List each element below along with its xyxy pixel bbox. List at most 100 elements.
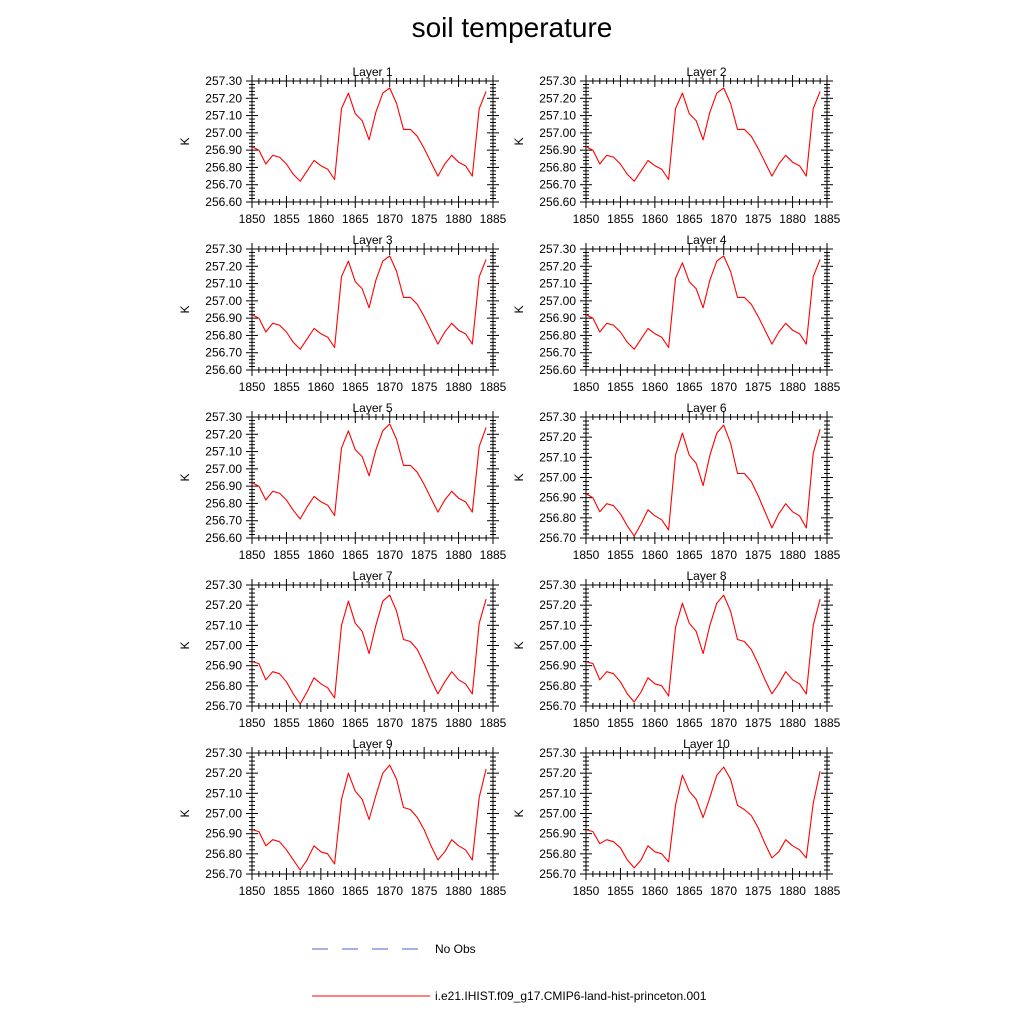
y-axis-label: K — [512, 809, 526, 817]
y-tick-label: 256.90 — [539, 491, 576, 505]
y-tick-label: 256.90 — [205, 659, 242, 673]
y-tick-label: 256.80 — [205, 847, 242, 861]
legend-label-model-run: i.e21.IHIST.f09_g17.CMIP6-land-hist-prin… — [435, 989, 707, 1003]
x-tick-label: 1880 — [779, 548, 806, 562]
x-tick-label: 1875 — [411, 716, 438, 730]
y-tick-label: 256.90 — [539, 143, 576, 157]
series-line — [251, 255, 487, 350]
y-tick-label: 256.70 — [539, 178, 576, 192]
x-tick-label: 1880 — [445, 212, 472, 226]
x-tick-label: 1855 — [607, 716, 634, 730]
y-tick-label: 256.80 — [539, 679, 576, 693]
series-line — [585, 255, 821, 350]
x-tick-label: 1885 — [814, 380, 841, 394]
x-tick-label: 1860 — [642, 548, 669, 562]
y-tick-label: 256.90 — [539, 311, 576, 325]
y-tick-label: 256.80 — [539, 160, 576, 174]
x-tick-label: 1850 — [573, 884, 600, 898]
y-tick-label: 257.00 — [539, 471, 576, 485]
x-tick-label: 1850 — [239, 884, 266, 898]
plot-frame — [585, 752, 828, 875]
y-tick-label: 257.00 — [205, 126, 242, 140]
y-tick-label: 257.10 — [539, 618, 576, 632]
plot-frame — [585, 416, 828, 539]
x-tick-label: 1875 — [411, 380, 438, 394]
panel-title: Layer 4 — [686, 233, 726, 247]
y-axis-label: K — [178, 809, 192, 817]
x-tick-label: 1860 — [308, 548, 335, 562]
x-tick-label: 1850 — [239, 380, 266, 394]
x-tick-label: 1885 — [814, 212, 841, 226]
panel-title: Layer 1 — [352, 65, 392, 79]
y-tick-label: 257.10 — [205, 109, 242, 123]
plot-frame — [251, 584, 494, 707]
y-tick-label: 257.20 — [205, 427, 242, 441]
y-tick-label: 257.20 — [539, 430, 576, 444]
y-tick-label: 256.70 — [205, 514, 242, 528]
panel-layer-1: Layer 1 K 256.60 256.70 256.80 256.90 257.00 25… — [178, 65, 507, 226]
x-tick-label: 1850 — [239, 212, 266, 226]
y-tick-label: 257.20 — [205, 598, 242, 612]
x-tick-label: 1855 — [273, 716, 300, 730]
y-tick-label: 257.30 — [205, 746, 242, 760]
x-tick-label: 1885 — [814, 884, 841, 898]
plot-frame — [585, 248, 828, 371]
x-tick-label: 1880 — [779, 884, 806, 898]
y-axis-label: K — [178, 137, 192, 145]
y-tick-label: 257.30 — [539, 578, 576, 592]
plot-frame — [251, 248, 494, 371]
x-tick-label: 1870 — [376, 548, 403, 562]
x-tick-label: 1865 — [342, 884, 369, 898]
x-tick-label: 1860 — [642, 380, 669, 394]
x-tick-label: 1850 — [573, 548, 600, 562]
x-tick-label: 1855 — [607, 212, 634, 226]
x-tick-label: 1850 — [573, 380, 600, 394]
panel-layer-6: Layer 6 K 256.70 256.80 256.90 257.00 257.10 25… — [512, 401, 841, 562]
y-tick-label: 257.10 — [205, 277, 242, 291]
panel-layer-4: Layer 4 K 256.60 256.70 256.80 256.90 257.00 25… — [512, 233, 841, 394]
y-axis-label: K — [512, 473, 526, 481]
x-tick-label: 1855 — [273, 884, 300, 898]
x-tick-label: 1855 — [273, 380, 300, 394]
x-tick-label: 1870 — [710, 884, 737, 898]
x-tick-label: 1860 — [308, 380, 335, 394]
y-axis-label: K — [512, 305, 526, 313]
x-tick-label: 1880 — [779, 212, 806, 226]
x-tick-label: 1870 — [710, 212, 737, 226]
y-tick-label: 256.80 — [205, 679, 242, 693]
x-tick-label: 1875 — [745, 212, 772, 226]
plot-frame — [585, 80, 828, 203]
y-tick-label: 256.80 — [205, 160, 242, 174]
y-tick-label: 256.60 — [205, 363, 242, 377]
x-tick-label: 1870 — [376, 380, 403, 394]
y-axis-label: K — [178, 641, 192, 649]
y-tick-label: 257.10 — [539, 786, 576, 800]
y-tick-label: 256.60 — [539, 195, 576, 209]
y-axis-label: K — [178, 305, 192, 313]
y-axis-label: K — [512, 137, 526, 145]
x-tick-label: 1870 — [376, 716, 403, 730]
panel-title: Layer 9 — [352, 737, 392, 751]
x-tick-label: 1865 — [342, 212, 369, 226]
x-tick-label: 1885 — [480, 212, 507, 226]
y-tick-label: 257.00 — [539, 294, 576, 308]
x-tick-label: 1875 — [745, 548, 772, 562]
y-tick-label: 257.30 — [539, 410, 576, 424]
y-tick-label: 257.00 — [205, 462, 242, 476]
series-line — [585, 87, 821, 182]
plot-frame — [251, 752, 494, 875]
y-tick-label: 256.70 — [205, 346, 242, 360]
x-tick-label: 1865 — [676, 212, 703, 226]
x-tick-label: 1885 — [480, 380, 507, 394]
y-tick-label: 256.60 — [205, 195, 242, 209]
plot-frame — [585, 584, 828, 707]
y-tick-label: 257.10 — [205, 618, 242, 632]
x-tick-label: 1870 — [710, 380, 737, 394]
y-axis-label: K — [178, 473, 192, 481]
y-tick-label: 256.60 — [539, 363, 576, 377]
y-tick-label: 257.20 — [205, 91, 242, 105]
y-tick-label: 257.10 — [539, 109, 576, 123]
y-tick-label: 256.70 — [539, 867, 576, 881]
panel-title: Layer 3 — [352, 233, 392, 247]
y-tick-label: 257.00 — [539, 126, 576, 140]
